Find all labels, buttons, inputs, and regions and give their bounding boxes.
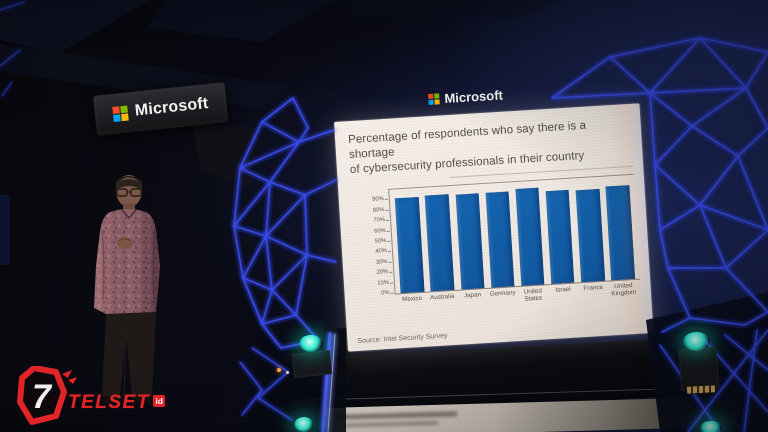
telset-id-badge: id [152,395,166,407]
telset-wordmark: TELSET [68,392,150,413]
stage-light-left-glow [299,335,323,352]
stage-light-right-glow [683,332,710,351]
fixture-label [685,384,717,395]
telset-logo-icon: 7 [14,366,77,425]
telset-watermark: 7 TELSET id [14,366,166,425]
stage-light-left [291,350,333,378]
stage-light-glow [294,417,314,432]
svg-text:7: 7 [32,378,53,416]
presenter [94,175,160,404]
fixture-indicator-light [286,371,289,374]
fixture-indicator-light [277,368,281,372]
stage-light-glow [700,421,722,432]
